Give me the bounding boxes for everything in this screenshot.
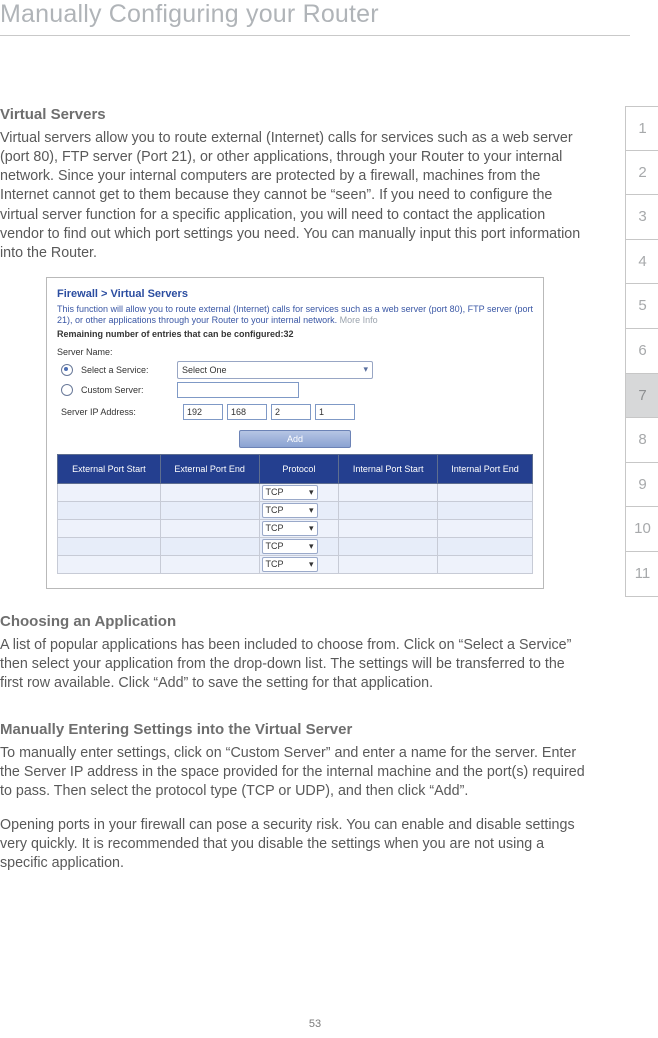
table-header: External Port End [160, 454, 259, 483]
protocol-dropdown[interactable]: TCP ▾ [262, 503, 318, 518]
table-header: Protocol [259, 454, 339, 483]
ip-octet[interactable]: 1 [315, 404, 355, 420]
tab-7[interactable]: 7 [625, 374, 658, 419]
tab-11[interactable]: 11 [625, 552, 658, 597]
select-service-label: Select a Service: [81, 365, 177, 375]
tab-1[interactable]: 1 [625, 106, 658, 151]
chevron-down-icon: ▾ [363, 364, 368, 375]
server-name-label: Server Name: [57, 347, 533, 357]
table-row: TCP ▾ [58, 483, 533, 501]
add-button[interactable]: Add [239, 430, 351, 448]
protocol-value: TCP [266, 505, 284, 515]
manual-entry-p2: Opening ports in your firewall can pose … [0, 816, 590, 873]
remaining-label: Remaining number of entries that can be … [57, 329, 284, 339]
tab-5[interactable]: 5 [625, 284, 658, 329]
title-rule [0, 35, 630, 36]
table-header: Internal Port Start [339, 454, 438, 483]
manual-entry-p1: To manually enter settings, click on “Cu… [0, 744, 590, 801]
custom-server-label: Custom Server: [81, 385, 177, 395]
protocol-value: TCP [266, 487, 284, 497]
more-info-link[interactable]: More Info [340, 315, 378, 325]
ports-table: External Port StartExternal Port EndProt… [57, 454, 533, 574]
screenshot-description: This function will allow you to route ex… [57, 304, 533, 327]
table-row: TCP ▾ [58, 519, 533, 537]
tab-3[interactable]: 3 [625, 195, 658, 240]
service-dropdown[interactable]: Select One ▾ [177, 361, 373, 379]
radio-custom-server[interactable] [61, 384, 73, 396]
table-header: Internal Port End [438, 454, 533, 483]
tab-2[interactable]: 2 [625, 151, 658, 196]
protocol-dropdown[interactable]: TCP ▾ [262, 521, 318, 536]
radio-select-service[interactable] [61, 364, 73, 376]
ip-label: Server IP Address: [57, 407, 177, 417]
choosing-app-heading: Choosing an Application [0, 613, 590, 630]
table-header: External Port Start [58, 454, 161, 483]
breadcrumb: Firewall > Virtual Servers [57, 288, 533, 300]
tab-9[interactable]: 9 [625, 463, 658, 508]
page-title: Manually Configuring your Router [0, 0, 630, 29]
remaining-value: 32 [284, 329, 294, 339]
protocol-value: TCP [266, 541, 284, 551]
protocol-value: TCP [266, 523, 284, 533]
tab-10[interactable]: 10 [625, 507, 658, 552]
ip-octet[interactable]: 192 [183, 404, 223, 420]
section-tabs: 1234567891011 [625, 106, 658, 597]
ip-address-input[interactable]: 19216821 [183, 404, 355, 420]
table-row: TCP ▾ [58, 555, 533, 573]
ip-octet[interactable]: 168 [227, 404, 267, 420]
protocol-dropdown[interactable]: TCP ▾ [262, 539, 318, 554]
chevron-down-icon: ▾ [309, 505, 314, 516]
protocol-dropdown[interactable]: TCP ▾ [262, 485, 318, 500]
page-number: 53 [0, 1018, 630, 1030]
table-row: TCP ▾ [58, 537, 533, 555]
custom-server-input[interactable] [177, 382, 299, 398]
ip-octet[interactable]: 2 [271, 404, 311, 420]
manual-entry-heading: Manually Entering Settings into the Virt… [0, 721, 590, 738]
virtual-servers-heading: Virtual Servers [0, 106, 590, 123]
table-row: TCP ▾ [58, 501, 533, 519]
chevron-down-icon: ▾ [309, 541, 314, 552]
tab-8[interactable]: 8 [625, 418, 658, 463]
protocol-value: TCP [266, 559, 284, 569]
virtual-servers-paragraph: Virtual servers allow you to route exter… [0, 129, 590, 263]
chevron-down-icon: ▾ [309, 487, 314, 498]
chevron-down-icon: ▾ [309, 523, 314, 534]
choosing-app-paragraph: A list of popular applications has been … [0, 636, 590, 693]
service-dropdown-value: Select One [182, 365, 227, 375]
tab-4[interactable]: 4 [625, 240, 658, 285]
screenshot-desc-text: This function will allow you to route ex… [57, 304, 533, 325]
router-ui-screenshot: Firewall > Virtual Servers This function… [46, 277, 544, 589]
protocol-dropdown[interactable]: TCP ▾ [262, 557, 318, 572]
remaining-entries: Remaining number of entries that can be … [57, 329, 533, 339]
chevron-down-icon: ▾ [309, 559, 314, 570]
tab-6[interactable]: 6 [625, 329, 658, 374]
